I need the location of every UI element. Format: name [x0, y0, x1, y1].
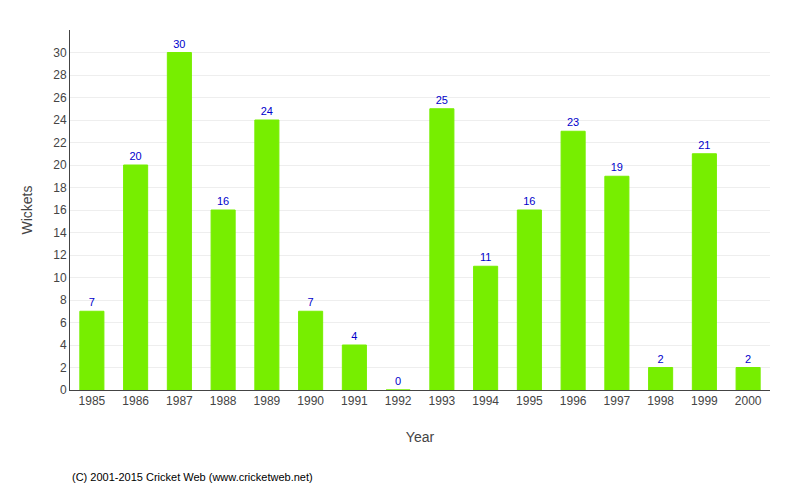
- svg-text:2000: 2000: [735, 394, 762, 408]
- svg-text:8: 8: [60, 293, 67, 307]
- svg-text:1997: 1997: [604, 394, 631, 408]
- svg-text:2: 2: [658, 353, 664, 365]
- svg-text:4: 4: [351, 330, 357, 342]
- svg-text:1996: 1996: [560, 394, 587, 408]
- svg-text:(C) 2001-2015 Cricket Web (www: (C) 2001-2015 Cricket Web (www.cricketwe…: [72, 471, 313, 483]
- svg-text:1988: 1988: [210, 394, 237, 408]
- svg-text:1986: 1986: [122, 394, 149, 408]
- svg-text:1993: 1993: [429, 394, 456, 408]
- svg-text:19: 19: [611, 161, 623, 173]
- svg-text:25: 25: [436, 94, 448, 106]
- svg-text:21: 21: [698, 139, 710, 151]
- svg-text:1994: 1994: [472, 394, 499, 408]
- svg-text:28: 28: [53, 68, 67, 82]
- svg-text:20: 20: [53, 158, 67, 172]
- svg-text:6: 6: [60, 316, 67, 330]
- svg-text:23: 23: [567, 116, 579, 128]
- svg-text:11: 11: [480, 251, 491, 263]
- svg-text:30: 30: [173, 38, 185, 50]
- svg-text:16: 16: [523, 195, 535, 207]
- svg-text:7: 7: [89, 296, 95, 308]
- svg-text:2: 2: [745, 353, 751, 365]
- svg-text:24: 24: [261, 105, 273, 117]
- svg-text:2: 2: [60, 361, 67, 375]
- svg-text:30: 30: [53, 46, 67, 60]
- svg-text:Year: Year: [406, 429, 435, 445]
- svg-text:4: 4: [60, 338, 67, 352]
- svg-text:12: 12: [53, 248, 67, 262]
- svg-text:14: 14: [53, 226, 67, 240]
- svg-text:20: 20: [130, 150, 142, 162]
- svg-text:Wickets: Wickets: [19, 186, 35, 235]
- svg-text:1985: 1985: [79, 394, 106, 408]
- svg-text:26: 26: [53, 91, 67, 105]
- svg-text:22: 22: [53, 136, 67, 150]
- svg-text:1992: 1992: [385, 394, 412, 408]
- svg-text:1998: 1998: [647, 394, 674, 408]
- svg-text:24: 24: [53, 113, 67, 127]
- svg-text:7: 7: [308, 296, 314, 308]
- svg-text:1999: 1999: [691, 394, 718, 408]
- svg-text:16: 16: [217, 195, 229, 207]
- svg-text:1991: 1991: [341, 394, 368, 408]
- svg-text:1989: 1989: [254, 394, 281, 408]
- svg-text:16: 16: [53, 203, 67, 217]
- svg-text:1987: 1987: [166, 394, 193, 408]
- svg-text:10: 10: [53, 271, 67, 285]
- svg-text:1990: 1990: [297, 394, 324, 408]
- svg-text:0: 0: [60, 383, 67, 397]
- svg-text:0: 0: [395, 375, 401, 387]
- svg-text:1995: 1995: [516, 394, 543, 408]
- svg-text:18: 18: [53, 181, 67, 195]
